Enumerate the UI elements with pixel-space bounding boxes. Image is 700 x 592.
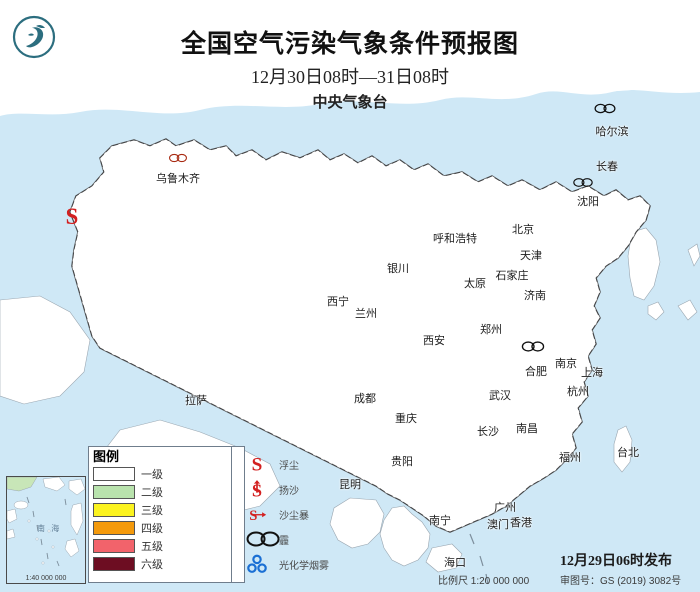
legend-bottom-rule [88, 582, 232, 583]
release-time: 12月29日06时发布 [560, 554, 672, 569]
legend-symbol-row: S 沙尘暴 [246, 502, 356, 527]
map-haze-icon [573, 176, 593, 194]
city-label: 杭州 [567, 386, 589, 398]
legend-symbol-row: S 扬沙 [246, 477, 356, 502]
city-label: 台北 [617, 447, 639, 459]
legend-level-label: 六级 [141, 559, 163, 571]
sandstorm-icon: S [246, 503, 276, 527]
legend-level-label: 四级 [141, 523, 163, 535]
city-label: 香港 [510, 517, 532, 529]
city-label: 北京 [512, 224, 534, 236]
legend-level-swatch-5 [93, 539, 135, 553]
legend-symbols: S 浮尘 S 扬沙 S 沙尘暴 霾 光化学烟雾 [246, 452, 356, 580]
city-label: 哈尔滨 [595, 126, 629, 138]
legend-level-row: 六级 [93, 555, 241, 573]
city-label: 天津 [520, 250, 542, 262]
legend-symbol-row: 霾 [246, 527, 356, 552]
city-label: 郑州 [480, 324, 502, 336]
inset-scale-label: 1:40 000 000 [25, 575, 67, 582]
city-label: 银川 [387, 263, 409, 275]
map-haze-icon [521, 339, 545, 359]
legend-level-label: 三级 [141, 505, 163, 517]
legend-level-swatch-6 [93, 557, 135, 571]
legend-level-label: 五级 [141, 541, 163, 553]
city-label: 拉萨 [185, 395, 207, 407]
map-scale: 比例尺 1:20 000 000 [438, 576, 530, 587]
city-label: 贵阳 [391, 456, 413, 468]
city-label: 合肥 [525, 366, 547, 378]
nine-dash-line [469, 533, 489, 585]
city-label: 海口 [444, 557, 466, 569]
city-label: 长春 [596, 161, 618, 173]
legend-panel: 图例 一级二级三级四级五级六级 [88, 446, 245, 583]
legend-level-row: 五级 [93, 537, 241, 555]
approval-number: 审图号：GS (2019) 3082号 [560, 576, 682, 587]
legend-symbol-row: S 浮尘 [246, 452, 356, 477]
city-label: 澳门 [487, 519, 509, 531]
city-label: 成都 [354, 393, 376, 405]
legend-symbol-label: 扬沙 [279, 486, 299, 497]
map-haze-icon [169, 151, 188, 169]
city-label: 南昌 [516, 423, 538, 435]
city-label: 重庆 [395, 413, 417, 425]
legend-level-label: 一级 [141, 469, 163, 481]
city-label: 长沙 [477, 426, 499, 438]
city-label: 济南 [524, 290, 546, 302]
map-floating-dust-icon: S [59, 204, 85, 235]
legend-levels: 一级二级三级四级五级六级 [93, 465, 241, 573]
legend-level-row: 三级 [93, 501, 241, 519]
city-label: 石家庄 [495, 270, 529, 282]
legend-symbol-row: 光化学烟雾 [246, 552, 356, 577]
south-china-sea-inset: 南 海 1:40 000 000 [6, 476, 86, 584]
legend-level-row: 二级 [93, 483, 241, 501]
city-label: 西宁 [327, 296, 349, 308]
city-label: 兰州 [355, 308, 377, 320]
svg-text:S: S [252, 454, 263, 475]
photochemical-smog-icon [246, 553, 276, 577]
legend-level-label: 二级 [141, 487, 163, 499]
city-label: 南宁 [429, 515, 451, 527]
floating-dust-icon: S [246, 453, 276, 477]
legend-title: 图例 [93, 449, 120, 464]
city-label: 昆明 [339, 479, 361, 491]
city-label: 南京 [555, 358, 577, 370]
svg-text:S: S [249, 507, 257, 523]
city-label: 福州 [559, 452, 581, 464]
cma-dragon-logo [12, 15, 56, 59]
legend-level-row: 四级 [93, 519, 241, 537]
inset-sea-label: 南 海 [37, 524, 62, 533]
legend-level-swatch-3 [93, 503, 135, 517]
legend-symbol-label: 浮尘 [279, 461, 299, 472]
legend-symbol-label: 沙尘暴 [279, 511, 309, 522]
city-label: 武汉 [489, 390, 511, 402]
haze-icon [246, 528, 280, 552]
map-haze-icon [594, 102, 616, 121]
legend-symbol-label: 霾 [279, 536, 289, 547]
legend-symbol-label: 光化学烟雾 [279, 561, 329, 572]
city-label: 上海 [581, 367, 603, 379]
legend-divider [231, 446, 232, 583]
inset-map-svg [7, 477, 85, 583]
city-label: 呼和浩特 [433, 233, 477, 245]
legend-level-swatch-1 [93, 467, 135, 481]
legend-level-row: 一级 [93, 465, 241, 483]
city-label: 广州 [494, 502, 516, 514]
legend-level-swatch-2 [93, 485, 135, 499]
legend-level-swatch-4 [93, 521, 135, 535]
blowing-sand-icon: S [246, 478, 276, 502]
city-label: 西安 [423, 335, 445, 347]
svg-text:S: S [66, 204, 79, 229]
city-label: 太原 [464, 278, 486, 290]
city-label: 乌鲁木齐 [156, 173, 200, 185]
city-label: 沈阳 [577, 196, 599, 208]
